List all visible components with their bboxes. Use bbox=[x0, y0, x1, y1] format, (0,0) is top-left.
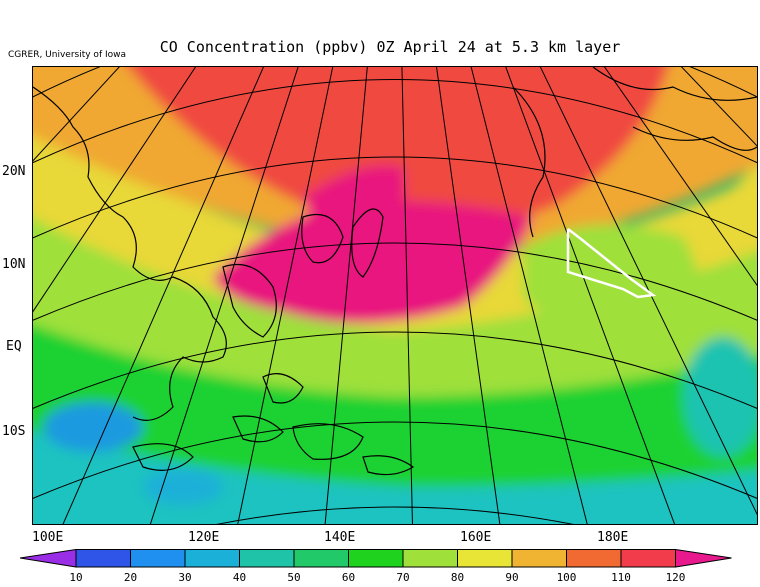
colorbar-cell bbox=[130, 549, 186, 568]
lon-label-120e: 120E bbox=[188, 530, 220, 545]
colorbar-tick-label: 120 bbox=[665, 571, 686, 584]
colorbar-tick-label: 80 bbox=[450, 571, 465, 584]
colorbar-cell bbox=[75, 549, 131, 568]
lon-label-160e: 160E bbox=[460, 530, 492, 545]
colorbar-cell bbox=[566, 549, 622, 568]
colorbar-arrow-high bbox=[675, 549, 732, 568]
lat-label-eq: EQ bbox=[6, 339, 22, 354]
colorbar-tick-label: 60 bbox=[341, 571, 356, 584]
colorbar-cell bbox=[511, 549, 567, 568]
colorbar-tick-label: 40 bbox=[232, 571, 247, 584]
colorbar-cell bbox=[457, 549, 513, 568]
lat-label-10s: 10S bbox=[2, 424, 26, 439]
colorbar-cell bbox=[348, 549, 404, 568]
colorbar-tick-label: 20 bbox=[123, 571, 138, 584]
longitude-lines bbox=[33, 67, 757, 524]
flight-track-overlay bbox=[566, 228, 657, 299]
lon-label-100e: 100E bbox=[32, 530, 64, 545]
colorbar-arrow-low bbox=[20, 549, 77, 568]
colorbar-tick-label: 50 bbox=[287, 571, 301, 584]
map-canvas bbox=[33, 67, 757, 524]
co-concentration-map bbox=[32, 66, 758, 525]
colorbar-tick-label: 10 bbox=[69, 571, 83, 584]
map-title: CO Concentration (ppbv) 0Z April 24 at 5… bbox=[159, 38, 621, 56]
colorbar-cell bbox=[293, 549, 349, 568]
lat-label-20n: 20N bbox=[2, 164, 26, 179]
lon-label-180e: 180E bbox=[597, 530, 629, 545]
colorbar-cell bbox=[239, 549, 295, 568]
credit-text: CGRER, University of Iowa bbox=[8, 50, 127, 60]
colorbar-tick-label: 90 bbox=[505, 571, 519, 584]
colorbar-cell bbox=[184, 549, 240, 568]
colorbar-tick-label: 70 bbox=[396, 571, 410, 584]
latitude-lines bbox=[33, 67, 757, 524]
colorbar-tick-label: 110 bbox=[611, 571, 631, 584]
colorbar-cell bbox=[402, 549, 458, 568]
colorbar-tick-label: 30 bbox=[178, 571, 192, 584]
lon-label-140e: 140E bbox=[324, 530, 356, 545]
coastlines bbox=[33, 67, 757, 476]
colorbar-tick-label: 100 bbox=[556, 571, 577, 584]
colorbar bbox=[20, 549, 732, 568]
concentration-field bbox=[33, 67, 757, 524]
lat-label-10n: 10N bbox=[2, 257, 26, 272]
colorbar-cell bbox=[620, 549, 676, 568]
